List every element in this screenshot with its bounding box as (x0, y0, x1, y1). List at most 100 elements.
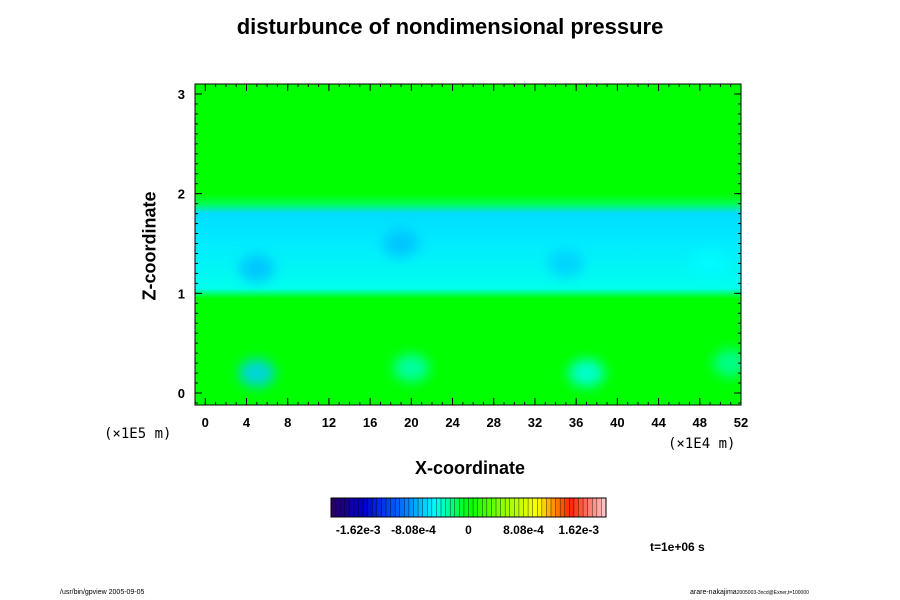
y-tick-label: 1 (178, 286, 185, 301)
colorbar-cell (408, 498, 414, 517)
x-tick-label: 20 (404, 415, 418, 430)
colorbar-cell (450, 498, 456, 517)
colorbar-cell (514, 498, 520, 517)
x-tick-label: 4 (243, 415, 251, 430)
colorbar-cell (363, 498, 368, 517)
colorbar-cell (344, 498, 350, 517)
colorbar-cell (349, 498, 355, 517)
colorbar-cell (459, 498, 465, 517)
colorbar-cell (372, 498, 378, 517)
colorbar-cell (395, 498, 401, 517)
colorbar-cell (587, 498, 593, 517)
x-tick-label: 44 (651, 415, 666, 430)
field-minimum (692, 249, 729, 278)
colorbar-cell (555, 498, 561, 517)
colorbar-cell (486, 498, 492, 517)
colorbar-cell (340, 498, 346, 517)
colorbar-cell (505, 498, 511, 517)
footer-author-detail: 2005003-3ncd@Exner,t=100000 (736, 590, 809, 596)
x-tick-label: 48 (693, 415, 707, 430)
colorbar-cell (569, 498, 575, 517)
colorbar-cell (353, 498, 359, 517)
field-minimum (393, 354, 430, 383)
x-tick-label: 16 (363, 415, 377, 430)
colorbar-cell (427, 498, 433, 517)
colorbar-cell (404, 498, 410, 517)
colorbar-tick-label: -8.08e-4 (391, 523, 436, 537)
colorbar-cell (399, 498, 405, 517)
y-tick-label: 0 (178, 386, 185, 401)
x-tick-label: 40 (610, 415, 624, 430)
colorbar-cell (376, 498, 382, 517)
colorbar-tick-label: 1.62e-3 (558, 523, 599, 537)
colorbar-cell (491, 498, 497, 517)
field-background (195, 84, 741, 405)
colorbar-cell (518, 498, 524, 517)
colorbar-tick-label: -1.62e-3 (336, 523, 381, 537)
colorbar-cell (537, 498, 543, 517)
chart-title: disturbunce of nondimensional pressure (236, 14, 664, 39)
x-axis-label: X-coordinate (414, 458, 525, 478)
colorbar-cell (441, 498, 446, 517)
colorbar-cell (601, 498, 607, 517)
colorbar-cell (578, 498, 584, 517)
colorbar-cell (418, 498, 423, 517)
y-axis-label: Z-coordinate (139, 191, 160, 301)
colorbar-tick-label: 0 (465, 523, 472, 537)
colorbar: -1.62e-3 -8.08e-4 0 8.08e-4 1.62e-3 (330, 497, 607, 537)
heatmap-field (195, 84, 741, 405)
colorbar-cell (445, 498, 451, 517)
field-minimum (712, 349, 741, 378)
colorbar-cell (541, 498, 547, 517)
colorbar-cell (463, 498, 469, 517)
field-minimum (238, 254, 275, 283)
x-tick-label: 28 (487, 415, 501, 430)
colorbar-cell (477, 498, 483, 517)
colorbar-cell (551, 498, 556, 517)
x-tick-label: 0 (202, 415, 209, 430)
x-tick-label: 24 (445, 415, 460, 430)
colorbar-cell (436, 498, 442, 517)
x-tick-label: 32 (528, 415, 542, 430)
colorbar-cell (390, 498, 396, 517)
x-tick-label: 36 (569, 415, 583, 430)
footer-author: arare-nakajima2005003-3ncd@Exner,t=10000… (690, 589, 809, 596)
field-minimum (547, 249, 584, 278)
plot-frame (194, 83, 742, 406)
colorbar-cell (496, 498, 501, 517)
colorbar-cell (381, 498, 387, 517)
x-tick-label: 52 (734, 415, 748, 430)
field-minima (238, 229, 741, 388)
colorbar-cell (560, 498, 566, 517)
colorbar-cell (509, 498, 515, 517)
time-label: t=1e+06 s (650, 540, 705, 554)
colorbar-cell (413, 498, 419, 517)
colorbar-cell (523, 498, 529, 517)
colorbar-cell (528, 498, 533, 517)
colorbar-cell (482, 498, 488, 517)
footer-author-main: arare-nakajima (690, 589, 737, 596)
y-axis-unit: (×1E5 m) (104, 426, 172, 442)
colorbar-cell (500, 498, 506, 517)
colorbar-cell (473, 498, 478, 517)
footer-command: /usr/bin/gpview 2005-09-05 (60, 589, 145, 596)
colorbar-cell (422, 498, 428, 517)
field-minimum (568, 359, 605, 388)
colorbar-cell (532, 498, 538, 517)
colorbar-cell (573, 498, 579, 517)
colorbar-cell (596, 498, 602, 517)
x-tick-label: 12 (322, 415, 336, 430)
x-tick-label: 8 (284, 415, 291, 430)
colorbar-cell (431, 498, 437, 517)
colorbar-cell (592, 498, 598, 517)
field-minimum (383, 229, 420, 258)
y-tick-label: 3 (178, 87, 185, 102)
colorbar-cell (358, 498, 364, 517)
colorbar-cell (331, 498, 336, 517)
colorbar-cell (583, 498, 588, 517)
colorbar-cell (367, 498, 373, 517)
colorbar-cell (468, 498, 474, 517)
field-minimum (238, 359, 275, 388)
